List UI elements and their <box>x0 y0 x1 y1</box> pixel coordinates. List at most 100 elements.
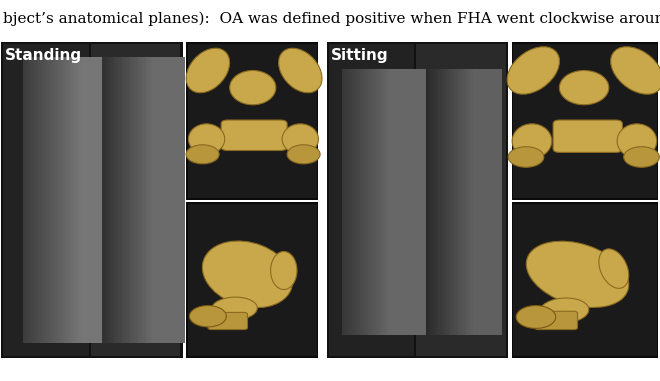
Bar <box>364 69 400 335</box>
Bar <box>374 69 410 335</box>
Bar <box>25 57 65 343</box>
Ellipse shape <box>211 297 257 320</box>
Bar <box>449 69 478 335</box>
FancyBboxPatch shape <box>535 311 578 330</box>
Bar <box>444 69 473 335</box>
Bar <box>441 69 471 335</box>
Bar <box>378 69 414 335</box>
Bar <box>31 57 71 343</box>
Text: Sitting: Sitting <box>331 48 389 62</box>
Bar <box>51 57 90 343</box>
Bar <box>186 42 318 200</box>
Bar <box>459 69 489 335</box>
Bar <box>29 57 69 343</box>
Bar <box>344 69 380 335</box>
Bar <box>362 69 398 335</box>
Bar <box>75 57 114 343</box>
Circle shape <box>287 145 320 164</box>
Ellipse shape <box>507 47 560 94</box>
Bar <box>352 69 388 335</box>
Bar <box>512 42 658 200</box>
Bar <box>433 69 463 335</box>
Bar <box>379 69 416 335</box>
Bar <box>131 57 164 343</box>
Ellipse shape <box>526 241 629 307</box>
FancyBboxPatch shape <box>553 120 622 152</box>
Bar <box>389 69 426 335</box>
Circle shape <box>516 306 556 328</box>
Bar <box>416 44 506 356</box>
Bar <box>350 69 386 335</box>
Ellipse shape <box>279 48 322 93</box>
Bar <box>451 69 481 335</box>
Bar <box>110 57 143 343</box>
Bar <box>473 69 502 335</box>
Ellipse shape <box>186 48 230 93</box>
Bar <box>436 69 465 335</box>
Bar <box>126 57 159 343</box>
Bar <box>381 69 418 335</box>
Bar <box>71 57 110 343</box>
Bar <box>139 57 172 343</box>
Bar <box>186 202 318 358</box>
Bar <box>53 57 92 343</box>
Bar <box>368 69 404 335</box>
Bar <box>354 69 390 335</box>
Bar <box>346 69 382 335</box>
Bar <box>470 69 500 335</box>
Bar <box>150 57 183 343</box>
Ellipse shape <box>560 70 609 105</box>
Bar <box>129 57 162 343</box>
Bar <box>73 57 112 343</box>
Bar <box>360 69 396 335</box>
Bar <box>65 57 104 343</box>
Bar <box>372 69 408 335</box>
Bar <box>37 57 77 343</box>
Bar <box>376 69 412 335</box>
Circle shape <box>186 145 219 164</box>
Bar <box>91 44 180 356</box>
Bar <box>327 42 508 358</box>
Bar <box>465 69 494 335</box>
Bar <box>41 57 81 343</box>
Bar <box>115 57 148 343</box>
Bar <box>137 57 170 343</box>
Bar <box>123 57 156 343</box>
Bar <box>142 57 175 343</box>
Bar <box>77 57 116 343</box>
Bar <box>59 57 98 343</box>
Bar <box>63 57 102 343</box>
Bar <box>513 44 657 198</box>
Bar <box>33 57 73 343</box>
Ellipse shape <box>512 124 552 158</box>
Bar <box>356 69 392 335</box>
Ellipse shape <box>203 241 292 307</box>
Bar <box>467 69 497 335</box>
Bar <box>462 69 492 335</box>
Bar <box>454 69 484 335</box>
Ellipse shape <box>599 249 629 288</box>
Bar <box>152 57 185 343</box>
FancyBboxPatch shape <box>221 120 287 150</box>
Bar <box>118 57 151 343</box>
Bar <box>457 69 486 335</box>
Bar <box>329 44 414 356</box>
Ellipse shape <box>230 70 276 105</box>
Bar <box>105 57 138 343</box>
Bar <box>49 57 88 343</box>
Ellipse shape <box>271 251 297 290</box>
Bar <box>102 57 135 343</box>
Bar <box>134 57 167 343</box>
Bar <box>145 57 178 343</box>
Text: Standing: Standing <box>5 48 82 62</box>
Bar <box>45 57 84 343</box>
Bar <box>430 69 460 335</box>
Bar <box>446 69 476 335</box>
Circle shape <box>189 306 226 327</box>
FancyBboxPatch shape <box>208 312 248 330</box>
Ellipse shape <box>189 124 224 154</box>
Bar <box>147 57 180 343</box>
Circle shape <box>508 147 544 167</box>
Ellipse shape <box>282 124 318 154</box>
Bar <box>69 57 108 343</box>
